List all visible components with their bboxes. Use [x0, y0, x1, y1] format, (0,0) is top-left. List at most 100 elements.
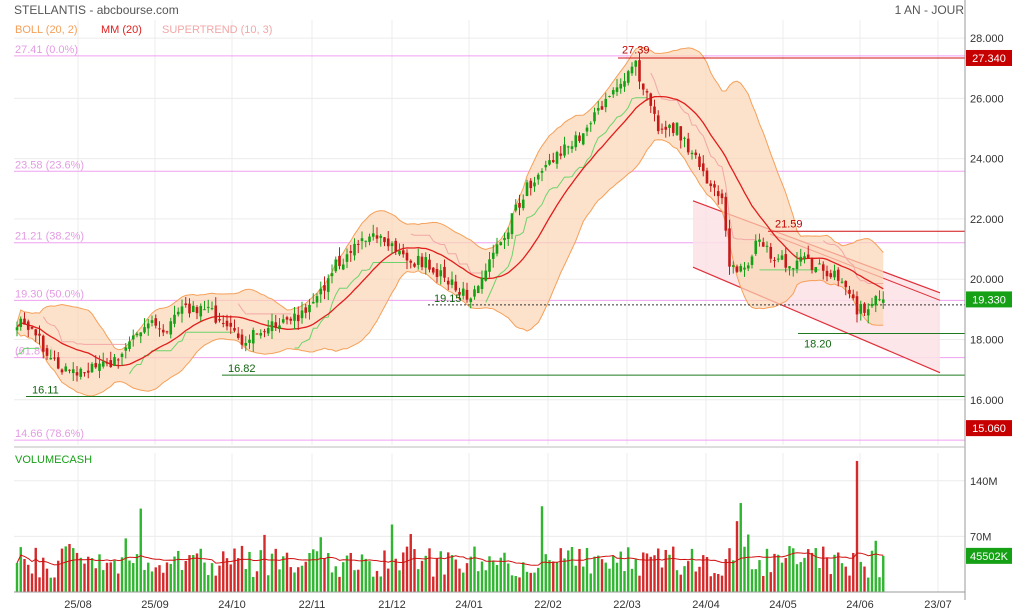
candle-body: [701, 163, 705, 172]
candle-body: [623, 81, 626, 87]
volume-bar: [83, 563, 86, 592]
candle-body: [431, 267, 435, 273]
x-tick-label: 24/01: [455, 599, 483, 611]
volume-bar: [229, 564, 232, 592]
candle-body: [664, 126, 668, 130]
volume-bar: [735, 521, 739, 592]
volume-bar: [593, 556, 596, 592]
volume-bar: [484, 570, 487, 592]
candle-body: [356, 243, 360, 245]
volume-bar: [814, 548, 817, 592]
volume-bar: [570, 546, 574, 592]
supertrend-segment: [294, 262, 407, 349]
volume-bar: [510, 575, 514, 592]
candle-body: [251, 330, 255, 344]
y-tick-label: 28.000: [970, 33, 1004, 45]
volume-bar: [372, 576, 375, 592]
candle-body: [818, 263, 821, 265]
volume-bar: [259, 550, 262, 592]
candle-body: [278, 325, 281, 330]
volume-bar: [147, 562, 150, 592]
volume-bar: [533, 572, 536, 592]
candle-body: [334, 259, 338, 272]
volume-bar: [282, 556, 285, 592]
candle-body: [773, 259, 776, 261]
candle-body: [776, 258, 780, 260]
candle-body: [679, 126, 683, 141]
candle-body: [668, 124, 671, 128]
candle-body: [428, 259, 431, 270]
candle-body: [379, 235, 383, 238]
volume-average-line: [16, 552, 884, 566]
price-badge: [966, 291, 1012, 308]
volume-bar: [34, 547, 37, 592]
candle-body: [263, 331, 266, 333]
candle-body: [836, 269, 840, 281]
candle-body: [274, 322, 278, 328]
volume-bar: [769, 572, 772, 592]
level-annotation: 19.15: [434, 293, 462, 305]
candle-body: [255, 333, 259, 335]
volume-bar: [237, 558, 240, 592]
volume-bar: [634, 559, 637, 592]
candle-body: [866, 309, 870, 316]
candle-body: [116, 359, 120, 361]
volume-bar: [608, 568, 611, 592]
candle-body: [881, 299, 885, 303]
candle-body: [521, 199, 525, 209]
x-tick-label: 25/09: [141, 599, 169, 611]
volume-bar: [540, 506, 544, 592]
candle-body: [154, 318, 158, 326]
candle-body: [840, 281, 844, 283]
volume-bar: [199, 548, 202, 592]
volume-bar: [177, 550, 180, 592]
volume-bar: [612, 555, 615, 592]
candle-body: [353, 243, 356, 256]
volume-bar: [300, 565, 304, 592]
candle-body: [675, 122, 679, 135]
volume-bar: [162, 572, 165, 592]
candle-body: [653, 106, 656, 114]
volume-bar: [529, 572, 532, 592]
volume-bar: [589, 573, 592, 592]
volume-bar: [503, 552, 506, 592]
candle-body: [799, 256, 803, 262]
candle-body: [803, 256, 806, 259]
x-tick-label: 24/06: [846, 599, 874, 611]
candle-body: [109, 360, 113, 367]
volume-bar: [323, 558, 326, 592]
candle-body: [814, 267, 818, 273]
volume-bar: [15, 563, 19, 592]
volume-bar: [495, 564, 499, 592]
volume-bar: [555, 562, 559, 592]
volume-bar: [124, 538, 127, 592]
volume-bar: [462, 572, 465, 592]
volume-bar: [113, 560, 116, 592]
volume-bar: [383, 550, 386, 592]
supertrend-segment: [410, 233, 482, 274]
candle-body: [420, 256, 424, 268]
volume-bar: [23, 559, 26, 592]
candle-body: [450, 279, 454, 285]
ma20-line: [16, 95, 884, 367]
candle-body: [165, 331, 169, 333]
candle-body: [94, 363, 98, 368]
candle-body: [394, 240, 398, 252]
volume-bar: [225, 558, 229, 592]
candle-body: [499, 242, 503, 246]
volume-bar: [64, 546, 67, 592]
volume-bar: [450, 555, 454, 592]
volume-bar: [94, 568, 97, 592]
volume-bar: [507, 563, 510, 592]
candle-body: [158, 328, 161, 330]
volume-bar: [473, 546, 476, 592]
x-tick-label: 21/12: [378, 599, 406, 611]
volume-bar: [604, 562, 607, 592]
volume-bar: [480, 561, 484, 592]
candle-body: [386, 238, 390, 247]
candle-body: [829, 273, 833, 278]
candle-body: [236, 333, 240, 338]
candle-body: [570, 146, 574, 149]
volume-bar: [690, 548, 694, 592]
candle-body: [293, 313, 296, 321]
